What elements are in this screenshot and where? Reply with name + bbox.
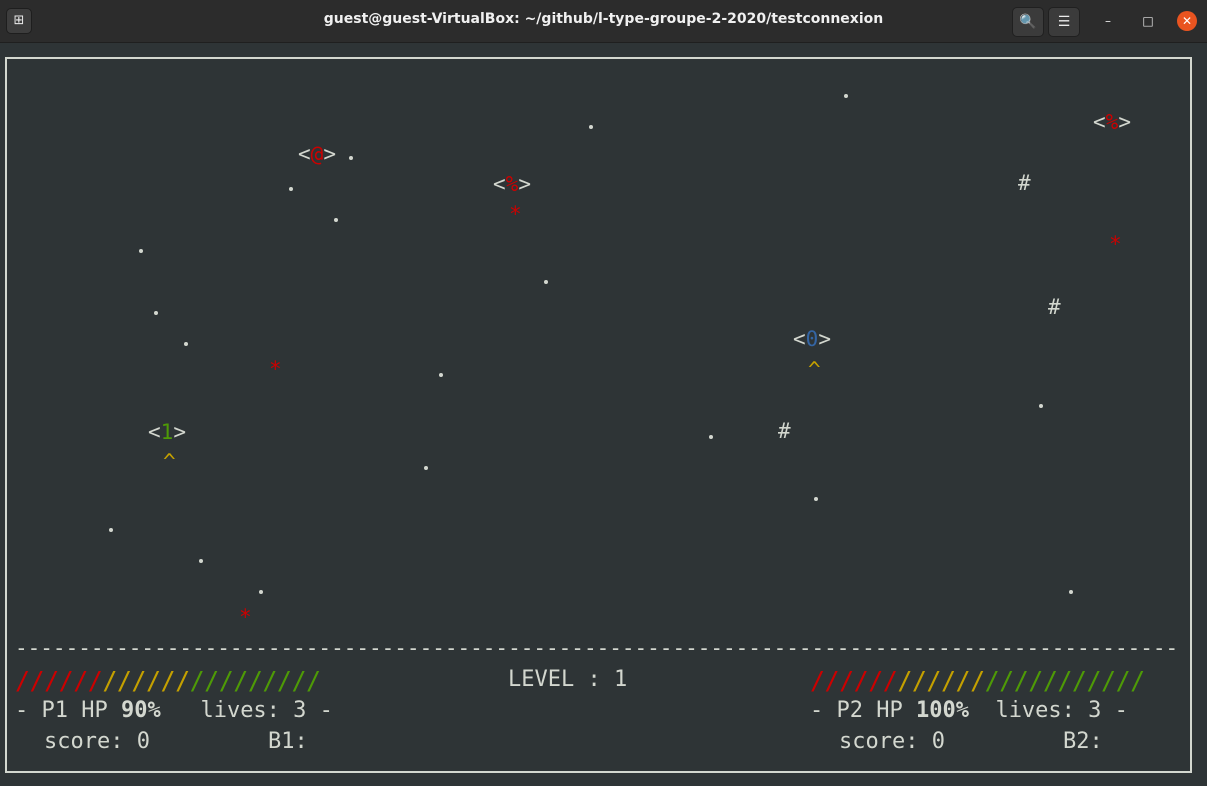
enemy-right-bracket: > xyxy=(323,142,336,166)
star xyxy=(844,94,848,98)
player2-ship-nose: ^ xyxy=(808,358,821,382)
p1-status: - P1 HP 90% lives: 3 - xyxy=(15,700,333,722)
hud-separator: ----------------------------------------… xyxy=(15,638,1179,659)
enemy-left-bracket: < xyxy=(1093,110,1106,134)
p1-bonus: B1: xyxy=(268,729,308,754)
p2-hp-bar-green: /////////// xyxy=(984,666,1146,695)
player1-core: 1 xyxy=(160,420,174,444)
ship-left-bracket: < xyxy=(148,420,161,444)
game-frame xyxy=(5,57,1192,773)
obstacle: # xyxy=(1048,295,1061,319)
p1-hp-bar-green: ///////// xyxy=(189,666,321,695)
player2-ship: <0> xyxy=(793,329,831,350)
p2-hp-bar-yellow: ////// xyxy=(897,666,985,695)
new-tab-icon[interactable]: ⊞ xyxy=(6,8,32,34)
p1-hp-value: 90% xyxy=(120,698,161,723)
enemy-ship: <%> xyxy=(493,174,531,195)
window-title: guest@guest-VirtualBox: ~/github/l-type-… xyxy=(323,11,884,27)
star xyxy=(154,311,158,315)
star xyxy=(289,187,293,191)
p2-score: score: 0 xyxy=(839,729,945,754)
p2-bonus: B2: xyxy=(1063,729,1103,754)
enemy-right-bracket: > xyxy=(1118,110,1131,134)
obstacle: # xyxy=(1018,171,1031,195)
star xyxy=(424,466,428,470)
p2-status: - P2 HP 100% lives: 3 - xyxy=(810,700,1128,722)
star xyxy=(709,435,713,439)
maximize-icon[interactable]: □ xyxy=(1142,14,1154,28)
p1-hp-bar-red: ////// xyxy=(15,666,103,695)
enemy-right-bracket: > xyxy=(518,172,531,196)
star xyxy=(184,342,188,346)
star xyxy=(1039,404,1043,408)
star xyxy=(259,590,263,594)
level-indicator: LEVEL : 1 xyxy=(508,667,628,692)
star xyxy=(439,373,443,377)
p1-score: score: 0 xyxy=(44,729,150,754)
p2-hp-value: 100% xyxy=(915,698,969,723)
star xyxy=(199,559,203,563)
enemy-core: % xyxy=(1105,110,1119,134)
close-icon[interactable]: ✕ xyxy=(1177,11,1197,31)
p2-lives: lives: 3 - xyxy=(968,698,1128,723)
enemy-ship: <%> xyxy=(1093,112,1131,133)
enemy-left-bracket: < xyxy=(493,172,506,196)
p2-hp-label: - P2 HP xyxy=(810,698,916,723)
boss-core: @ xyxy=(310,142,324,166)
p1-lives: lives: 3 - xyxy=(160,698,333,723)
search-icon[interactable]: 🔍 xyxy=(1012,7,1044,37)
enemy-projectile: * xyxy=(1109,232,1122,256)
obstacle: # xyxy=(778,419,791,443)
player2-core: 0 xyxy=(805,327,819,351)
ship-right-bracket: > xyxy=(818,327,831,351)
ship-right-bracket: > xyxy=(173,420,186,444)
star xyxy=(589,125,593,129)
p1-hp-bar: ///////////////////// xyxy=(15,668,321,693)
enemy-projectile: * xyxy=(509,202,522,226)
p1-hp-bar-yellow: ////// xyxy=(102,666,190,695)
star xyxy=(544,280,548,284)
player1-ship-nose: ^ xyxy=(163,450,176,474)
star xyxy=(1069,590,1073,594)
enemy-projectile: * xyxy=(269,357,282,381)
enemy-left-bracket: < xyxy=(298,142,311,166)
player1-ship: <1> xyxy=(148,422,186,443)
p2-hp-bar: /////////////////////// xyxy=(810,668,1145,693)
p1-hp-label: - P1 HP xyxy=(15,698,121,723)
star xyxy=(814,497,818,501)
star xyxy=(334,218,338,222)
ship-left-bracket: < xyxy=(793,327,806,351)
boss-enemy: <@> xyxy=(298,144,336,165)
hamburger-menu-icon[interactable]: ☰ xyxy=(1048,7,1080,37)
minimize-icon[interactable]: – xyxy=(1105,14,1111,28)
star xyxy=(109,528,113,532)
enemy-core: % xyxy=(505,172,519,196)
p2-hp-bar-red: ////// xyxy=(810,666,898,695)
star xyxy=(139,249,143,253)
window-titlebar: ⊞ guest@guest-VirtualBox: ~/github/l-typ… xyxy=(0,0,1207,43)
enemy-projectile: * xyxy=(239,605,252,629)
star xyxy=(349,156,353,160)
